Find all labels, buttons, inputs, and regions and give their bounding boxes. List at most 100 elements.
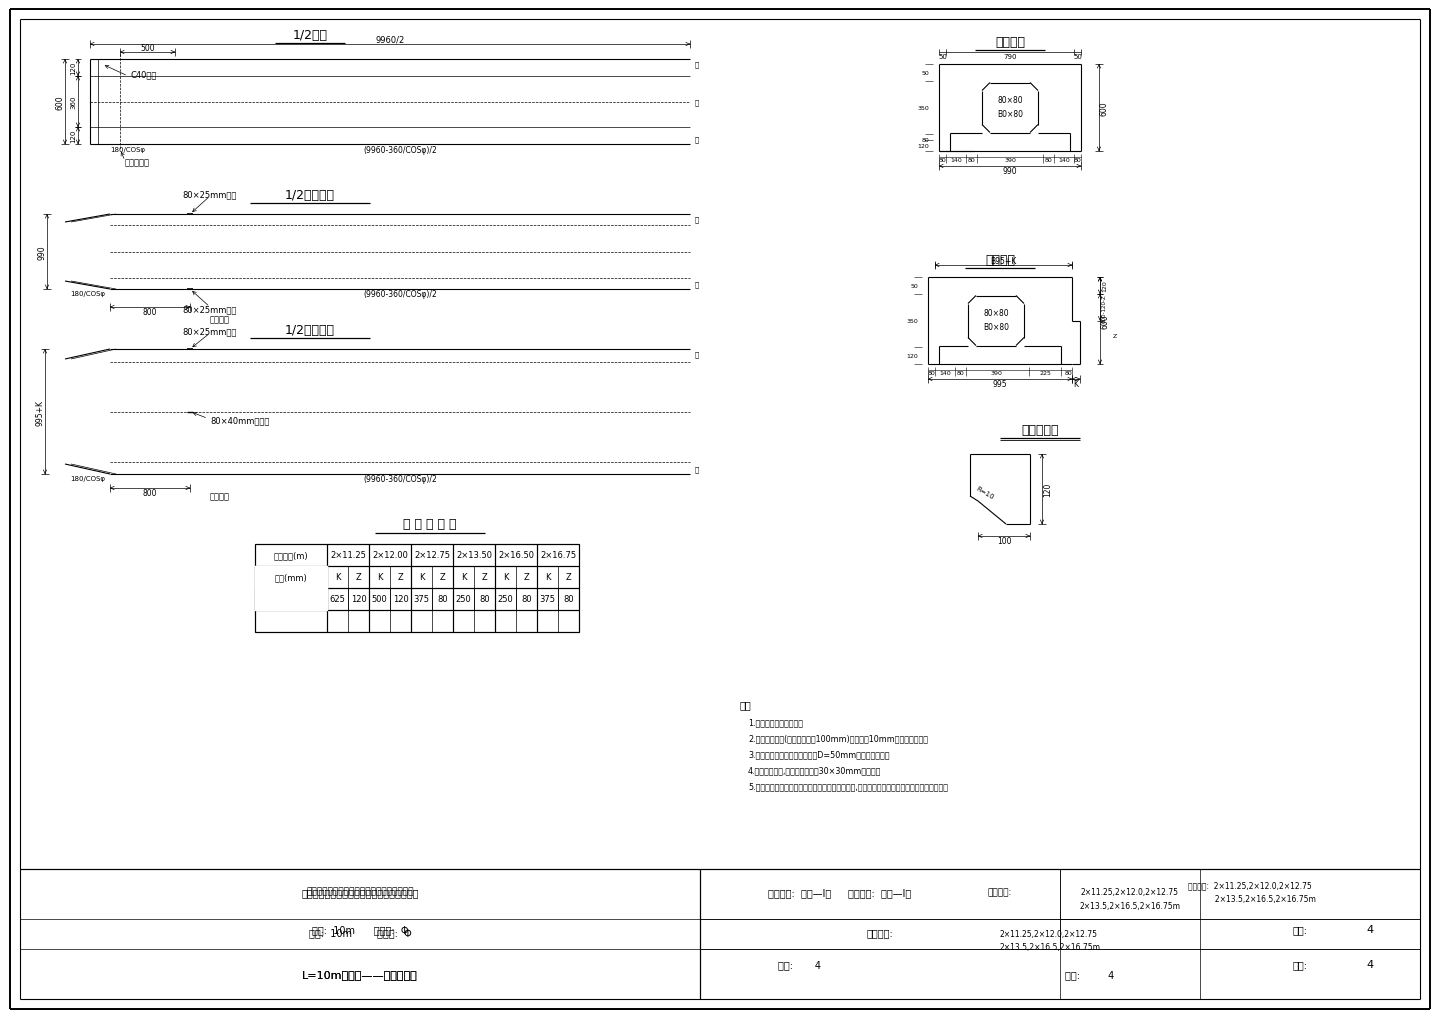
Text: 375: 375 (413, 595, 429, 604)
Text: 600: 600 (1100, 101, 1109, 116)
Text: 吊点位置: 吊点位置 (210, 492, 230, 501)
Text: 支座中心线: 支座中心线 (125, 158, 150, 167)
Text: 4.斜交板采用时,于板部危险处设30×30mm的倒角。: 4.斜交板采用时,于板部危险处设30×30mm的倒角。 (747, 765, 881, 774)
Text: 1.本图尺寸均以毫米计。: 1.本图尺寸均以毫米计。 (747, 717, 804, 727)
Text: 100: 100 (996, 536, 1011, 545)
Text: Z: Z (397, 573, 403, 582)
Text: 参数(mm): 参数(mm) (275, 573, 307, 582)
Text: 2×13.50: 2×13.50 (456, 551, 492, 560)
Text: (9960-360/COSφ)/2: (9960-360/COSφ)/2 (363, 289, 436, 299)
Text: 390: 390 (1004, 157, 1017, 162)
Text: 625: 625 (330, 595, 346, 604)
Text: 390: 390 (991, 370, 1002, 375)
Text: 乃: 乃 (696, 467, 700, 473)
Text: 990: 990 (37, 245, 46, 260)
Text: 节式:  10m      斜交角:  Φ: 节式: 10m 斜交角: Φ (311, 924, 409, 934)
Text: 乃: 乃 (696, 216, 700, 223)
Text: 吊点位置: 吊点位置 (210, 315, 230, 324)
Text: 350: 350 (917, 106, 929, 111)
Text: K: K (503, 573, 508, 582)
Text: 80×25mm槽口: 80×25mm槽口 (183, 306, 238, 314)
Text: 50: 50 (910, 283, 919, 288)
Text: 图号:       4: 图号: 4 (779, 959, 821, 969)
Text: 桥面宽度:: 桥面宽度: (867, 927, 893, 937)
Text: K: K (334, 573, 340, 582)
Text: 600: 600 (55, 95, 63, 110)
Text: 80: 80 (1044, 157, 1053, 162)
Text: B0×80: B0×80 (996, 110, 1022, 119)
Text: 80: 80 (939, 157, 946, 162)
Text: 80: 80 (563, 595, 573, 604)
Text: 50: 50 (937, 54, 948, 60)
Text: 2×13.5,2×16.5,2×16.75m: 2×13.5,2×16.5,2×16.75m (1184, 895, 1316, 904)
Text: Z: Z (439, 573, 445, 582)
Text: Z: Z (566, 573, 572, 582)
Text: 心: 心 (696, 99, 700, 106)
Text: 800: 800 (143, 488, 157, 497)
Text: 120: 120 (71, 129, 76, 143)
Text: Z: Z (1113, 333, 1117, 338)
Text: 80: 80 (922, 138, 929, 143)
Text: 250: 250 (498, 595, 514, 604)
Text: 995: 995 (992, 379, 1008, 388)
Text: 3.空心板两端对头部左右各预留D=50mm的圆形滴水孔。: 3.空心板两端对头部左右各预留D=50mm的圆形滴水孔。 (747, 749, 890, 758)
Text: B95+K: B95+K (991, 257, 1017, 266)
Text: 80: 80 (480, 595, 490, 604)
Text: 图号:         4: 图号: 4 (1066, 969, 1115, 979)
Text: 80×25mm槽口: 80×25mm槽口 (183, 327, 238, 336)
Text: 1/2边板平面: 1/2边板平面 (285, 323, 336, 336)
Text: 600-120-Z: 600-120-Z (1102, 293, 1106, 322)
Text: 120: 120 (906, 354, 919, 359)
Text: 180/COSφ: 180/COSφ (109, 147, 145, 153)
Text: 装配式先张预应力混凝土简支空心桥上部构造: 装配式先张预应力混凝土简支空心桥上部构造 (301, 888, 419, 897)
Text: 80×25mm槽口: 80×25mm槽口 (183, 191, 238, 200)
Text: 边板断面: 边板断面 (985, 254, 1015, 266)
Text: 4: 4 (1367, 959, 1374, 969)
Text: Z: Z (524, 573, 530, 582)
Text: L=10m空心板——一般构造图: L=10m空心板——一般构造图 (302, 969, 418, 979)
Text: (9960-360/COSφ)/2: (9960-360/COSφ)/2 (363, 146, 436, 154)
Text: 500: 500 (372, 595, 387, 604)
Text: 装配式先张预应力混凝土简支空心桥上部构造: 装配式先张预应力混凝土简支空心桥上部构造 (307, 887, 413, 896)
Text: 2×12.75: 2×12.75 (415, 551, 451, 560)
Text: 2×11.25,2×12.0,2×12.75: 2×11.25,2×12.0,2×12.75 (1081, 888, 1179, 897)
Text: 80: 80 (956, 370, 965, 375)
Text: 1/2中板平面: 1/2中板平面 (285, 189, 336, 202)
Text: 2×13.5,2×16.5,2×16.75m: 2×13.5,2×16.5,2×16.75m (1080, 902, 1181, 911)
Text: 2.派底跨中下缘(距端部未不小100mm)设置半径10mm的圆形滴水槽。: 2.派底跨中下缘(距端部未不小100mm)设置半径10mm的圆形滴水槽。 (747, 734, 927, 742)
Text: K: K (544, 573, 550, 582)
Text: 中板断面: 中板断面 (995, 36, 1025, 49)
Text: 600: 600 (1102, 314, 1110, 328)
Text: 80×80: 80×80 (996, 96, 1022, 105)
Text: 80: 80 (438, 595, 448, 604)
Text: K: K (1073, 379, 1079, 388)
Text: B0×80: B0×80 (984, 323, 1009, 331)
Text: 140: 140 (939, 370, 950, 375)
Text: 800: 800 (143, 308, 157, 317)
Text: 9960/2: 9960/2 (376, 36, 405, 45)
Text: 图号:: 图号: (1293, 924, 1308, 934)
Text: 中: 中 (696, 61, 700, 68)
Text: 50: 50 (922, 71, 929, 76)
Text: 180/COSφ: 180/COSφ (71, 290, 105, 297)
Text: 375: 375 (540, 595, 556, 604)
Text: 140: 140 (950, 157, 962, 162)
Text: 图号:: 图号: (1293, 959, 1308, 969)
Text: 2×16.75: 2×16.75 (540, 551, 576, 560)
Text: 5.预制板采用居孔法空心戟损板加工者除疯鼻方式,槽口、预留孔位置、断面图中均未标示出。: 5.预制板采用居孔法空心戟损板加工者除疯鼻方式,槽口、预留孔位置、断面图中均未标… (747, 782, 948, 790)
Text: 桥面宽度:: 桥面宽度: (988, 888, 1012, 897)
Text: 990: 990 (1002, 167, 1017, 175)
Text: 2×12.00: 2×12.00 (372, 551, 408, 560)
Text: 荷载标准:  公路—Ⅰ级: 荷载标准: 公路—Ⅰ级 (769, 888, 832, 897)
Text: 120: 120 (1043, 482, 1053, 496)
Text: 荷载标准:  公路—Ⅰ级: 荷载标准: 公路—Ⅰ级 (848, 888, 912, 897)
Text: 边 板 尺 寸 表: 边 板 尺 寸 表 (403, 518, 456, 531)
Text: 50: 50 (1073, 54, 1081, 60)
Text: 80: 80 (1074, 157, 1081, 162)
Text: 360: 360 (71, 96, 76, 109)
Text: 225: 225 (1040, 370, 1051, 375)
Text: K: K (419, 573, 425, 582)
Text: 790: 790 (1004, 54, 1017, 60)
Text: 80×80: 80×80 (984, 309, 1009, 318)
Text: (9960-360/COSφ)/2: (9960-360/COSφ)/2 (363, 474, 436, 483)
